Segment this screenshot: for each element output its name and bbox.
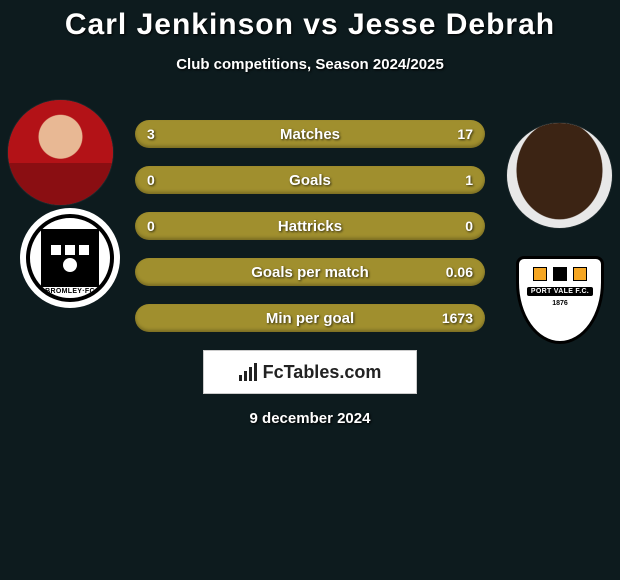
stat-value-left: 0 (147, 212, 155, 240)
stat-value-right: 0.06 (446, 258, 473, 286)
bromley-badge-icon: BROMLEY·FC (26, 214, 114, 302)
stats-container: 3 Matches 17 0 Goals 1 0 Hattricks 0 Goa… (135, 120, 485, 332)
chart-icon (239, 363, 257, 381)
stat-value-right: 1673 (442, 304, 473, 332)
stat-label: Min per goal (266, 310, 354, 327)
stat-row-matches: 3 Matches 17 (135, 120, 485, 148)
player-photo-placeholder (8, 100, 113, 205)
stat-value-left: 0 (147, 166, 155, 194)
stat-value-left: 3 (147, 120, 155, 148)
subtitle: Club competitions, Season 2024/2025 (0, 56, 620, 73)
stat-row-min-per-goal: Min per goal 1673 (135, 304, 485, 332)
player2-avatar (507, 123, 612, 228)
stat-label: Goals (289, 172, 331, 189)
portvale-badge-icon: PORT VALE F.C. 1876 (516, 256, 604, 344)
player-photo-placeholder (507, 123, 612, 228)
club2-badge-text: PORT VALE F.C. (527, 287, 593, 296)
fctables-logo: FcTables.com (203, 350, 417, 394)
stat-value-right: 0 (465, 212, 473, 240)
stat-label: Goals per match (251, 264, 369, 281)
stat-label: Matches (280, 126, 340, 143)
club2-year: 1876 (552, 300, 568, 307)
player1-avatar (8, 100, 113, 205)
stat-row-hattricks: 0 Hattricks 0 (135, 212, 485, 240)
stat-value-right: 17 (457, 120, 473, 148)
stat-row-goals-per-match: Goals per match 0.06 (135, 258, 485, 286)
stat-value-right: 1 (465, 166, 473, 194)
player1-club-badge: BROMLEY·FC (20, 208, 120, 308)
player2-club-badge: PORT VALE F.C. 1876 (510, 250, 610, 350)
brand-text: FcTables.com (263, 362, 382, 383)
stat-row-goals: 0 Goals 1 (135, 166, 485, 194)
stat-label: Hattricks (278, 218, 342, 235)
page-title: Carl Jenkinson vs Jesse Debrah (0, 0, 620, 42)
club1-badge-text: BROMLEY·FC (45, 288, 95, 295)
date-label: 9 december 2024 (0, 410, 620, 427)
